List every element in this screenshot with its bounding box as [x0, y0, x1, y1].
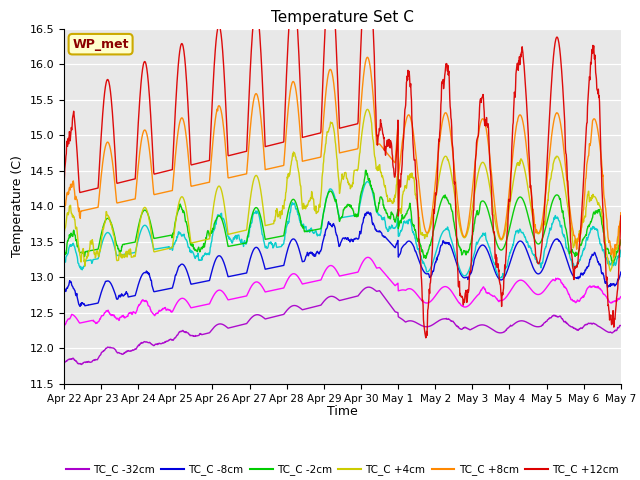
Text: WP_met: WP_met [72, 37, 129, 51]
Y-axis label: Temperature (C): Temperature (C) [11, 156, 24, 257]
Legend: TC_C -32cm, TC_C -16cm, TC_C -8cm, TC_C -4cm, TC_C -2cm, TC_C +4cm, TC_C +8cm, T: TC_C -32cm, TC_C -16cm, TC_C -8cm, TC_C … [62, 460, 623, 480]
Title: Temperature Set C: Temperature Set C [271, 10, 414, 25]
X-axis label: Time: Time [327, 405, 358, 418]
